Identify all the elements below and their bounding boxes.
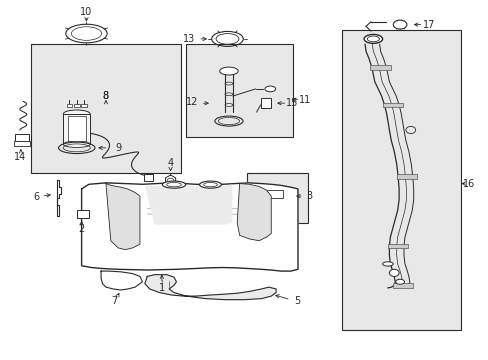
Bar	[260, 98, 271, 108]
Text: 2: 2	[79, 224, 84, 234]
Bar	[63, 114, 90, 144]
Text: 16: 16	[462, 179, 474, 189]
Text: 7: 7	[111, 296, 117, 306]
Bar	[267, 190, 283, 198]
Ellipse shape	[63, 110, 90, 118]
Bar	[382, 103, 403, 107]
Ellipse shape	[63, 141, 90, 148]
Polygon shape	[57, 180, 61, 216]
Text: 12: 12	[186, 97, 198, 107]
Bar	[143, 174, 152, 181]
Bar	[74, 104, 80, 107]
Bar	[30, 44, 181, 173]
Bar	[68, 116, 85, 141]
Circle shape	[388, 269, 398, 276]
Ellipse shape	[203, 183, 217, 187]
Polygon shape	[106, 184, 140, 249]
Ellipse shape	[166, 183, 181, 187]
Text: 4: 4	[167, 158, 173, 168]
Polygon shape	[101, 271, 142, 290]
Text: 15: 15	[285, 98, 298, 108]
Text: 13: 13	[182, 34, 194, 44]
Ellipse shape	[392, 20, 406, 29]
Ellipse shape	[219, 67, 238, 75]
Bar	[81, 104, 87, 107]
Bar	[186, 44, 292, 137]
Bar	[392, 283, 412, 288]
Text: 11: 11	[299, 95, 311, 105]
Bar	[77, 210, 89, 217]
Ellipse shape	[382, 262, 392, 266]
Bar	[370, 65, 390, 69]
Polygon shape	[144, 185, 232, 225]
Text: 10: 10	[80, 7, 92, 17]
Ellipse shape	[162, 181, 185, 188]
Bar	[66, 104, 72, 107]
Polygon shape	[144, 275, 276, 300]
Bar	[387, 244, 407, 248]
Text: 3: 3	[305, 191, 312, 201]
Bar	[246, 173, 307, 223]
Ellipse shape	[364, 35, 382, 43]
Text: 8: 8	[102, 91, 109, 101]
Polygon shape	[237, 184, 271, 241]
Text: 17: 17	[422, 19, 434, 30]
Text: 1: 1	[159, 283, 164, 293]
Bar	[247, 193, 263, 201]
Text: 5: 5	[293, 296, 300, 306]
Ellipse shape	[395, 279, 404, 284]
Bar	[14, 141, 30, 146]
Text: 8: 8	[102, 91, 109, 101]
Ellipse shape	[199, 181, 221, 188]
Text: 6: 6	[33, 192, 40, 202]
Bar	[341, 30, 460, 330]
Ellipse shape	[264, 86, 275, 92]
Bar	[396, 174, 416, 179]
Text: 9: 9	[115, 143, 121, 153]
Bar	[15, 134, 29, 141]
Polygon shape	[81, 183, 297, 271]
Text: 14: 14	[14, 152, 26, 162]
Ellipse shape	[366, 36, 379, 42]
